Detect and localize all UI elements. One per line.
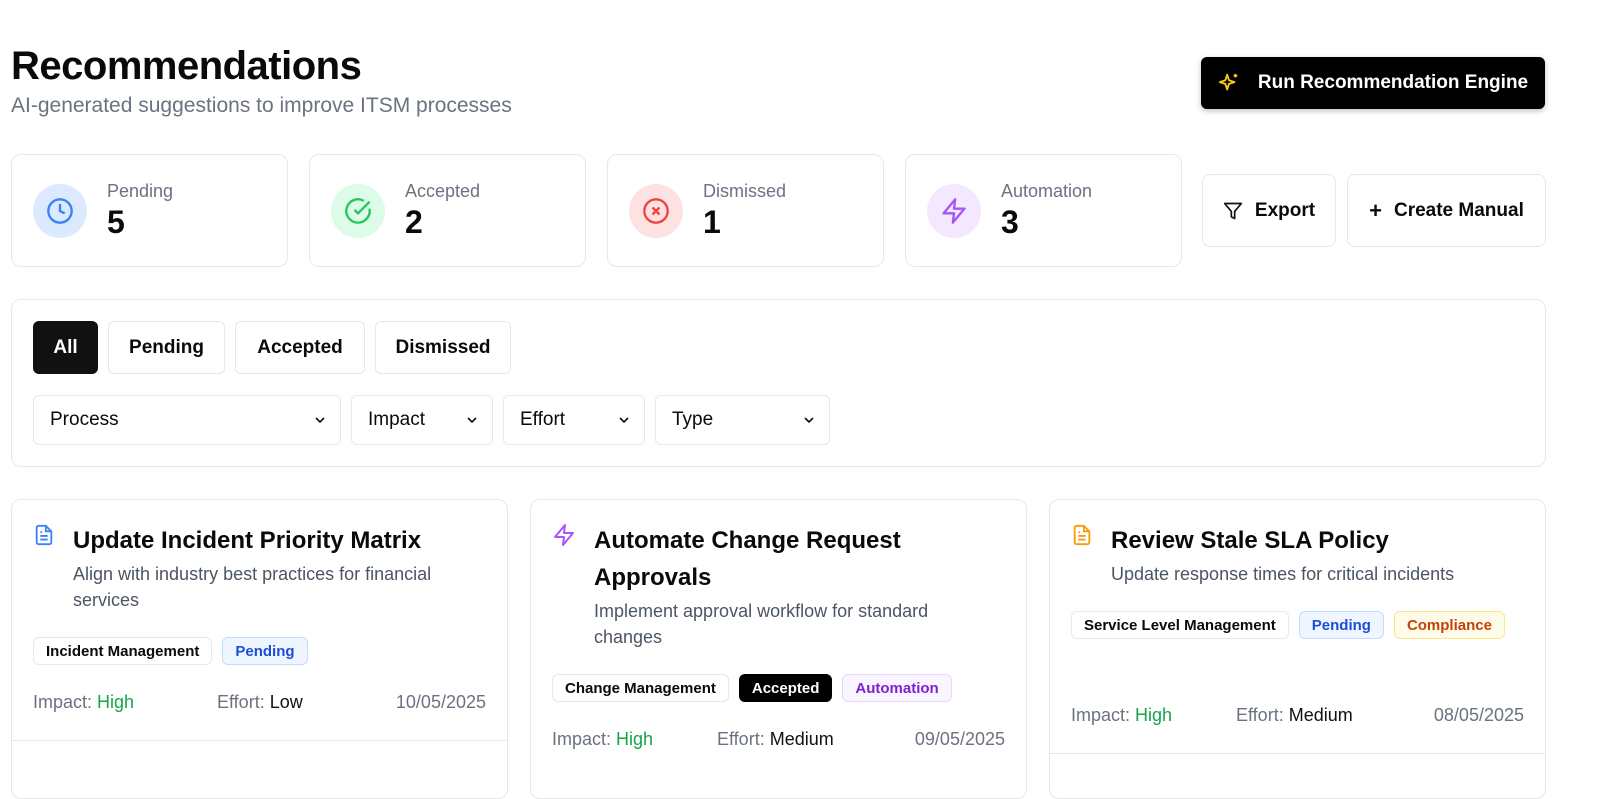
- tab-dismissed[interactable]: Dismissed: [375, 321, 511, 374]
- file-text-icon: [1073, 524, 1091, 546]
- effort-value: Medium: [769, 729, 834, 749]
- card-date: 09/05/2025: [914, 729, 1005, 749]
- chevron-down-icon: [619, 417, 629, 424]
- stat-value: 3: [1001, 203, 1019, 240]
- create-manual-button[interactable]: + Create Manual: [1347, 174, 1546, 247]
- zap-icon: [554, 524, 574, 546]
- card-description: Implement approval workflow for standard…: [594, 601, 929, 647]
- card-title: Update Incident Priority Matrix: [73, 527, 422, 554]
- card-divider: [1050, 753, 1545, 754]
- run-recommendation-engine-button[interactable]: Run Recommendation Engine: [1201, 57, 1545, 109]
- card-date: 10/05/2025: [395, 692, 486, 712]
- card-title: Automate Change Request Approvals: [594, 527, 901, 591]
- card-divider: [12, 740, 507, 741]
- tab-all[interactable]: All: [33, 321, 98, 374]
- sparkles-icon: [1218, 73, 1238, 91]
- process-tag: Incident Management: [33, 637, 213, 665]
- export-button[interactable]: Export: [1202, 174, 1336, 247]
- check-circle-icon: [331, 183, 385, 238]
- stat-value: 5: [107, 203, 125, 240]
- impact-value: High: [616, 729, 654, 749]
- chevron-down-icon: [315, 417, 325, 424]
- tab-accepted[interactable]: Accepted: [235, 321, 365, 374]
- impact-value: High: [97, 692, 135, 712]
- effort-value: Low: [269, 692, 303, 712]
- type-select[interactable]: Type: [655, 395, 830, 445]
- effort-value: Medium: [1288, 705, 1353, 725]
- stat-label: Automation: [1001, 180, 1093, 201]
- filter-panel: [11, 299, 1546, 467]
- chevron-down-icon: [467, 417, 477, 424]
- stat-card-automation: Automation 3: [905, 154, 1182, 267]
- page-subtitle: AI-generated suggestions to improve ITSM…: [11, 94, 512, 117]
- type-badge: Automation: [842, 674, 952, 702]
- status-badge: Pending: [222, 637, 308, 665]
- x-circle-icon: [629, 183, 683, 238]
- stat-label: Dismissed: [703, 180, 787, 201]
- recommendation-card[interactable]: Review Stale SLA Policy Update response t…: [1049, 499, 1546, 799]
- stat-card-pending: Pending 5: [11, 154, 288, 267]
- card-description: Update response times for critical incid…: [1111, 564, 1455, 584]
- plus-icon: +: [1369, 197, 1382, 223]
- card-title: Review Stale SLA Policy: [1111, 527, 1389, 554]
- status-badge: Accepted: [738, 674, 833, 702]
- recommendation-card[interactable]: Automate Change Request Approvals Impleme…: [530, 499, 1027, 799]
- type-badge: Compliance: [1393, 611, 1505, 639]
- process-tag: Change Management: [552, 674, 729, 702]
- impact-select[interactable]: Impact: [351, 395, 493, 445]
- page-title: Recommendations: [11, 44, 362, 88]
- clock-icon: [33, 183, 87, 238]
- stat-value: 2: [405, 203, 423, 240]
- stat-label: Pending: [107, 180, 174, 201]
- zap-icon: [927, 183, 981, 238]
- recommendation-card[interactable]: Update Incident Priority Matrix Align wit…: [11, 499, 508, 799]
- stat-card-dismissed: Dismissed 1: [607, 154, 884, 267]
- status-badge: Pending: [1298, 611, 1384, 639]
- chevron-down-icon: [804, 417, 814, 424]
- stat-value: 1: [703, 203, 721, 240]
- process-tag: Service Level Management: [1071, 611, 1289, 639]
- stat-card-accepted: Accepted 2: [309, 154, 586, 267]
- card-description: Align with industry best practices for f…: [73, 564, 432, 610]
- file-text-icon: [35, 524, 53, 546]
- filter-icon: [1223, 202, 1243, 219]
- effort-select[interactable]: Effort: [503, 395, 645, 445]
- card-date: 08/05/2025: [1433, 705, 1524, 725]
- process-select[interactable]: Process: [33, 395, 341, 445]
- tab-pending[interactable]: Pending: [108, 321, 225, 374]
- stat-label: Accepted: [405, 180, 481, 201]
- impact-value: High: [1135, 705, 1173, 725]
